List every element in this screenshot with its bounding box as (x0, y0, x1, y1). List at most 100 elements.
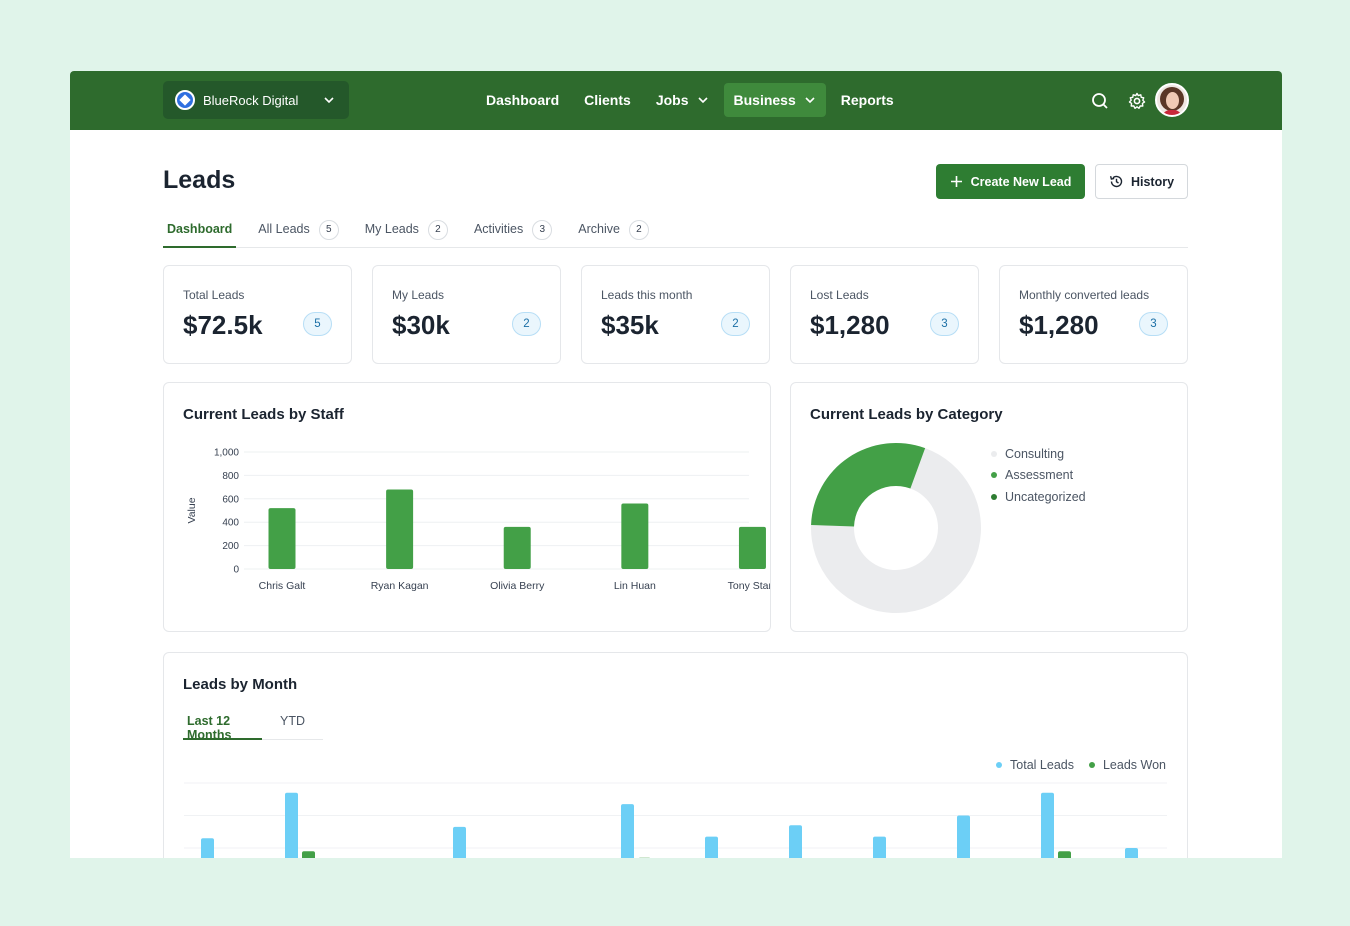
stat-badge: 2 (512, 312, 541, 336)
tab-my-leads[interactable]: My Leads 2 (361, 216, 452, 248)
legend-label: Leads Won (1102, 758, 1166, 772)
legend-dot (991, 493, 997, 500)
tab-activities[interactable]: Activities 3 (470, 216, 556, 248)
stat-card-leads-this-month: Leads this month $35k 2 (581, 265, 770, 364)
history-button[interactable]: History (1095, 164, 1188, 199)
tab-dashboard[interactable]: Dashboard (163, 216, 237, 248)
stat-value: $1,280 (810, 310, 890, 340)
month-range-tabs: Last 12 Months YTD (183, 706, 323, 742)
stat-badge: 5 (303, 312, 332, 336)
category-donut-chart (811, 443, 981, 613)
stat-card-monthly-converted: Monthly converted leads $1,280 3 (999, 265, 1188, 364)
bar (1058, 851, 1071, 858)
bar (201, 838, 214, 858)
legend-label: Assessment (1005, 468, 1074, 483)
nav-label: Reports (840, 92, 894, 108)
history-icon (1109, 175, 1123, 188)
bar (621, 804, 634, 858)
y-tick-label: 800 (222, 471, 239, 482)
org-switcher[interactable]: BlueRock Digital (163, 81, 349, 119)
staff-chart-card: Current Leads by Staff 0 200 400 600 800 1,00… (163, 382, 771, 632)
page-title: Leads (163, 166, 236, 194)
category-legend: Consulting Assessment Uncategorized (991, 443, 1086, 508)
history-label: History (1130, 174, 1175, 189)
card-title: Current Leads by Staff (183, 406, 344, 423)
x-tick-label: Chris Galt (259, 580, 306, 592)
legend-item: Assessment (991, 465, 1086, 487)
y-tick-label: 1,000 (214, 448, 239, 459)
stat-label: Leads this month (601, 288, 693, 302)
nav-reports[interactable]: Reports (831, 83, 904, 117)
y-tick-label: 600 (222, 494, 239, 505)
nav-label: Clients (584, 92, 631, 108)
card-title: Current Leads by Category (810, 406, 1003, 423)
nav-business[interactable]: Business (723, 83, 826, 117)
y-tick-label: 400 (222, 518, 239, 529)
card-title: Leads by Month (183, 676, 298, 693)
month-legend: Total Leads Leads Won (981, 758, 1166, 772)
tab-count-badge: 2 (628, 220, 649, 240)
legend-label: Total Leads (1010, 758, 1074, 772)
bar (1041, 792, 1054, 858)
bar (503, 526, 531, 569)
nav-dashboard[interactable]: Dashboard (476, 83, 569, 117)
create-new-lead-button[interactable]: Create New Lead (936, 164, 1085, 199)
bar (789, 825, 802, 858)
create-new-lead-label: Create New Lead (970, 174, 1072, 189)
nav-label: Dashboard (486, 92, 560, 108)
month-bar-chart (184, 782, 1167, 858)
stat-badge: 3 (1139, 312, 1168, 336)
gear-icon[interactable] (1127, 91, 1147, 111)
stat-value: $1,280 (1019, 310, 1099, 340)
x-tick-label: Lin Huan (614, 580, 656, 592)
stat-value: $72.5k (183, 310, 263, 340)
x-tick-label: Tony Stark (728, 580, 770, 592)
legend-label: Uncategorized (1005, 489, 1086, 504)
tab-count-badge: 5 (318, 220, 339, 240)
bar (873, 836, 886, 858)
org-logo-icon (175, 90, 195, 110)
tab-label: Activities (473, 222, 524, 236)
search-icon[interactable] (1090, 91, 1110, 111)
bar (621, 503, 649, 569)
y-axis-label: Value (186, 497, 198, 523)
tab-label: All Leads (258, 222, 310, 236)
staff-bar-chart: 0 200 400 600 800 1,000 Value Chris Galt Ryan Ka… (186, 448, 770, 593)
tab-label: Archive (578, 222, 620, 236)
tab-label: Dashboard (167, 222, 233, 236)
tab-all-leads[interactable]: All Leads 5 (254, 216, 342, 248)
stat-value: $30k (392, 310, 450, 340)
avatar-shirt (1162, 110, 1182, 115)
x-tick-label: Olivia Berry (490, 580, 545, 592)
bar (705, 836, 718, 858)
legend-dot (1088, 762, 1095, 768)
legend-item: Total Leads (996, 758, 1074, 772)
user-avatar[interactable] (1155, 83, 1189, 117)
y-tick-label: 0 (233, 565, 239, 576)
app-window: BlueRock Digital Dashboard Clients Jobs … (70, 71, 1282, 858)
bar (268, 508, 296, 569)
tab-last-12-months[interactable]: Last 12 Months (183, 706, 262, 742)
chevron-down-icon (805, 97, 815, 104)
stat-label: My Leads (392, 288, 445, 302)
stat-label: Lost Leads (810, 288, 869, 302)
stat-card-lost-leads: Lost Leads $1,280 3 (790, 265, 979, 364)
legend-item: Uncategorized (991, 486, 1086, 508)
tab-ytd[interactable]: YTD (280, 714, 305, 728)
tab-archive[interactable]: Archive 2 (574, 216, 653, 248)
nav-label: Jobs (655, 92, 689, 108)
legend-label: Consulting (1005, 446, 1065, 461)
nav-label: Business (733, 92, 796, 108)
tab-count-badge: 2 (427, 220, 448, 240)
legend-item: Leads Won (1088, 758, 1166, 772)
stat-label: Total Leads (183, 288, 245, 302)
plus-icon (950, 176, 962, 187)
tab-count-badge: 3 (532, 220, 553, 240)
nav-jobs[interactable]: Jobs (646, 83, 719, 117)
bar (285, 792, 298, 858)
main-nav: Dashboard Clients Jobs Business Reports (476, 83, 909, 117)
nav-clients[interactable]: Clients (574, 83, 641, 117)
tab-label: My Leads (364, 222, 419, 236)
bar (302, 851, 315, 858)
stat-value: $35k (601, 310, 659, 340)
